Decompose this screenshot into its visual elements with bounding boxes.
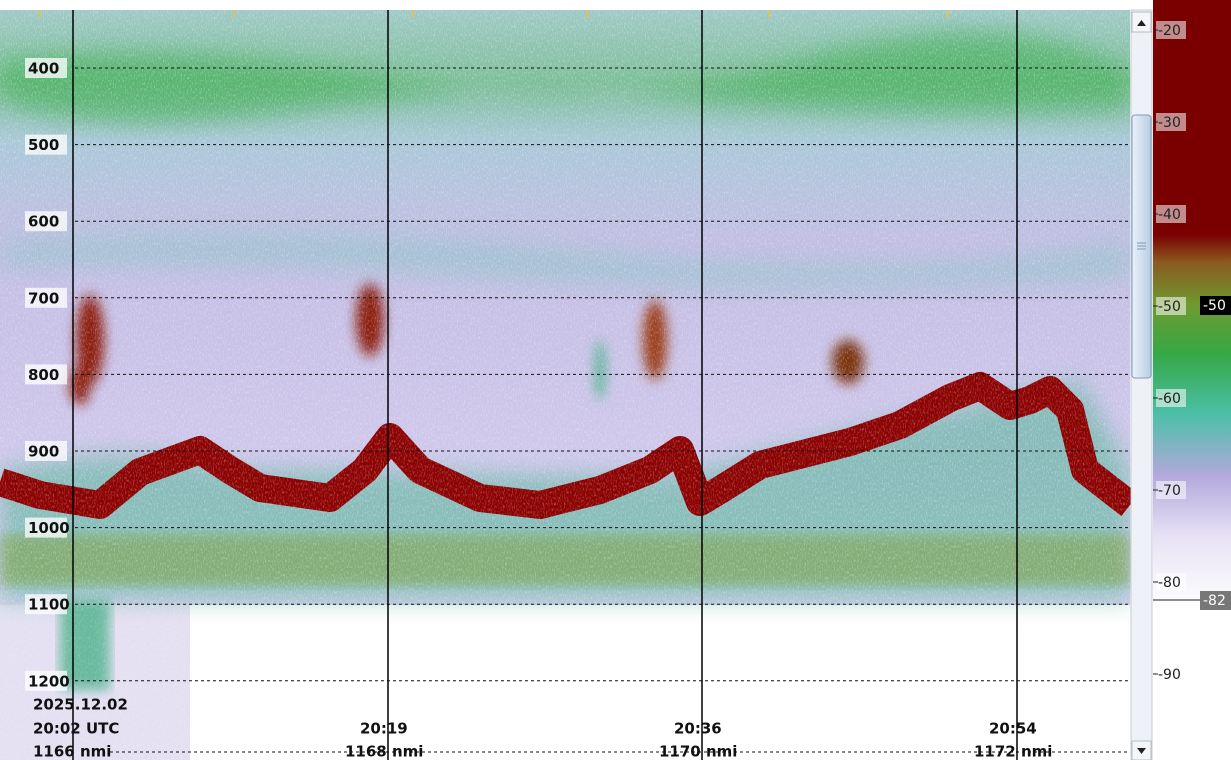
depth-label: 400 bbox=[28, 60, 59, 78]
scale-label: -60 bbox=[1158, 391, 1181, 407]
time-label: 20:36 bbox=[674, 720, 722, 738]
time-label: 20:02 UTC bbox=[33, 720, 119, 738]
upper-marker: -50 bbox=[1203, 298, 1226, 314]
time-label: 20:54 bbox=[989, 720, 1037, 738]
time-label: 20:19 bbox=[360, 720, 408, 738]
date-label: 2025.12.02 bbox=[33, 696, 128, 714]
scale-label: -30 bbox=[1158, 115, 1181, 131]
scale-label: -40 bbox=[1158, 207, 1181, 223]
echogram-window: 400 500 600 700 800 900 1000 1100 1200 20:02 UTC 1… bbox=[0, 0, 1231, 760]
scrollbar[interactable] bbox=[1131, 10, 1152, 760]
distance-label: 1170 nmi bbox=[659, 743, 737, 760]
depth-label: 1100 bbox=[28, 596, 70, 614]
scale-label: -20 bbox=[1158, 23, 1181, 39]
depth-label: 1000 bbox=[28, 519, 70, 537]
depth-label: 800 bbox=[28, 366, 59, 384]
distance-label: 1172 nmi bbox=[974, 743, 1052, 760]
depth-label: 600 bbox=[28, 213, 59, 231]
lower-marker: -82 bbox=[1203, 593, 1226, 609]
depth-label: 700 bbox=[28, 289, 59, 307]
scale-label: -80 bbox=[1158, 575, 1181, 591]
depth-label: 500 bbox=[28, 136, 59, 154]
scale-label: -70 bbox=[1158, 483, 1181, 499]
depth-label: 1200 bbox=[28, 672, 70, 690]
distance-label: 1168 nmi bbox=[345, 743, 423, 760]
scale-label: -50 bbox=[1158, 299, 1181, 315]
distance-label: 1166 nmi bbox=[33, 743, 111, 760]
echogram bbox=[0, 10, 1130, 760]
depth-label: 900 bbox=[28, 443, 59, 461]
scale-label: -90 bbox=[1158, 667, 1181, 683]
